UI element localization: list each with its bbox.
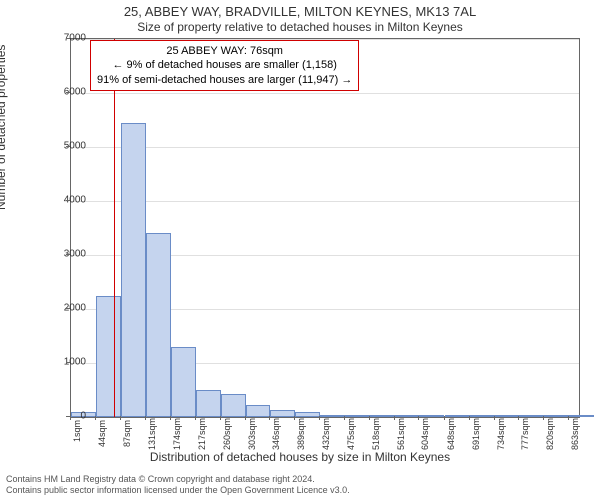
histogram-bar <box>121 123 146 417</box>
y-axis-label: Number of detached properties <box>0 45 8 210</box>
histogram-bar <box>295 412 320 417</box>
x-axis-label: Distribution of detached houses by size … <box>0 450 600 464</box>
histogram-bar <box>345 415 370 417</box>
plot-area <box>70 38 580 418</box>
x-tick-label: 734sqm <box>496 420 506 450</box>
x-tick-label: 131sqm <box>147 420 157 450</box>
chart-subtitle: Size of property relative to detached ho… <box>0 19 600 34</box>
marker-line <box>114 39 115 417</box>
histogram-bar <box>569 415 594 417</box>
x-tick-mark <box>319 416 320 420</box>
x-tick-mark <box>145 416 146 420</box>
grid-line <box>71 201 579 202</box>
x-tick-label: 777sqm <box>520 420 530 450</box>
info-line-2: ← 9% of detached houses are smaller (1,1… <box>97 58 352 72</box>
histogram-bar <box>196 390 221 417</box>
histogram-bar <box>221 394 246 417</box>
y-tick-mark <box>66 308 70 309</box>
x-tick-mark <box>344 416 345 420</box>
x-tick-label: 475sqm <box>346 420 356 450</box>
histogram-bar <box>445 415 470 417</box>
histogram-bar <box>320 415 345 417</box>
histogram-bar <box>519 415 544 417</box>
x-tick-mark <box>444 416 445 420</box>
x-tick-label: 87sqm <box>122 420 132 450</box>
info-line-3: 91% of semi-detached houses are larger (… <box>97 73 352 87</box>
histogram-bar <box>470 415 495 417</box>
y-tick-mark <box>66 38 70 39</box>
x-tick-label: 174sqm <box>172 420 182 450</box>
y-tick-mark <box>66 146 70 147</box>
histogram-bar <box>395 415 420 417</box>
x-tick-mark <box>220 416 221 420</box>
histogram-bar <box>419 415 444 417</box>
x-tick-label: 346sqm <box>271 420 281 450</box>
info-line-1: 25 ABBEY WAY: 76sqm <box>97 44 352 58</box>
grid-line <box>71 147 579 148</box>
x-tick-label: 648sqm <box>446 420 456 450</box>
footer: Contains HM Land Registry data © Crown c… <box>6 474 350 496</box>
x-tick-label: 432sqm <box>321 420 331 450</box>
histogram-bar <box>495 415 520 417</box>
footer-line-2: Contains public sector information licen… <box>6 485 350 496</box>
footer-line-1: Contains HM Land Registry data © Crown c… <box>6 474 350 485</box>
x-tick-mark <box>95 416 96 420</box>
histogram-bar <box>146 233 171 417</box>
x-tick-label: 518sqm <box>371 420 381 450</box>
x-tick-mark <box>394 416 395 420</box>
chart-container: 25, ABBEY WAY, BRADVILLE, MILTON KEYNES,… <box>0 0 600 500</box>
x-tick-label: 217sqm <box>197 420 207 450</box>
x-tick-mark <box>469 416 470 420</box>
histogram-bar <box>270 410 295 417</box>
x-tick-label: 303sqm <box>247 420 257 450</box>
x-tick-label: 863sqm <box>570 420 580 450</box>
histogram-bar <box>246 405 271 417</box>
histogram-bar <box>370 415 395 417</box>
y-tick-mark <box>66 200 70 201</box>
x-tick-mark <box>494 416 495 420</box>
histogram-bar <box>96 296 121 418</box>
histogram-bar <box>544 415 569 417</box>
chart-title: 25, ABBEY WAY, BRADVILLE, MILTON KEYNES,… <box>0 0 600 19</box>
x-tick-label: 260sqm <box>222 420 232 450</box>
x-tick-label: 820sqm <box>545 420 555 450</box>
x-tick-mark <box>245 416 246 420</box>
x-tick-mark <box>195 416 196 420</box>
x-tick-label: 561sqm <box>396 420 406 450</box>
x-tick-label: 691sqm <box>471 420 481 450</box>
y-tick-mark <box>66 254 70 255</box>
x-tick-mark <box>120 416 121 420</box>
x-tick-mark <box>170 416 171 420</box>
x-tick-label: 44sqm <box>97 420 107 450</box>
x-tick-label: 604sqm <box>420 420 430 450</box>
x-tick-mark <box>369 416 370 420</box>
info-box: 25 ABBEY WAY: 76sqm ← 9% of detached hou… <box>90 40 359 91</box>
x-tick-label: 1sqm <box>72 420 82 450</box>
x-tick-label: 389sqm <box>296 420 306 450</box>
grid-line <box>71 93 579 94</box>
x-tick-mark <box>70 416 71 420</box>
histogram-bar <box>171 347 196 417</box>
y-tick-mark <box>66 362 70 363</box>
y-tick-mark <box>66 92 70 93</box>
